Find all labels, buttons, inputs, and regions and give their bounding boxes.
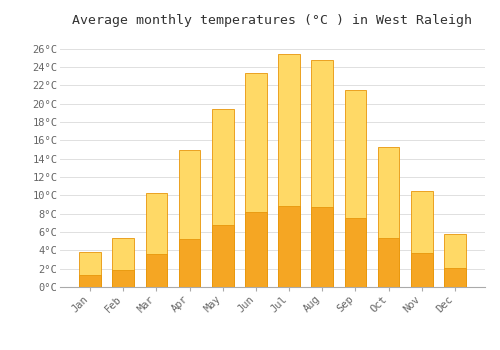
Bar <box>411 253 432 287</box>
Bar <box>146 193 167 287</box>
Bar <box>80 252 101 287</box>
Bar <box>444 268 466 287</box>
Bar <box>245 74 266 287</box>
Bar <box>278 54 300 287</box>
Bar <box>344 218 366 287</box>
Bar <box>411 191 432 287</box>
Bar <box>179 239 201 287</box>
Bar <box>444 234 466 287</box>
Bar <box>80 275 101 287</box>
Bar <box>312 60 333 287</box>
Bar <box>112 270 134 287</box>
Bar <box>245 212 266 287</box>
Bar <box>378 147 400 287</box>
Bar <box>212 109 234 287</box>
Bar <box>146 254 167 287</box>
Bar <box>312 208 333 287</box>
Bar <box>212 225 234 287</box>
Bar <box>179 149 201 287</box>
Bar <box>378 238 400 287</box>
Bar <box>112 238 134 287</box>
Title: Average monthly temperatures (°C ) in West Raleigh: Average monthly temperatures (°C ) in We… <box>72 14 472 27</box>
Bar <box>344 90 366 287</box>
Bar <box>278 205 300 287</box>
